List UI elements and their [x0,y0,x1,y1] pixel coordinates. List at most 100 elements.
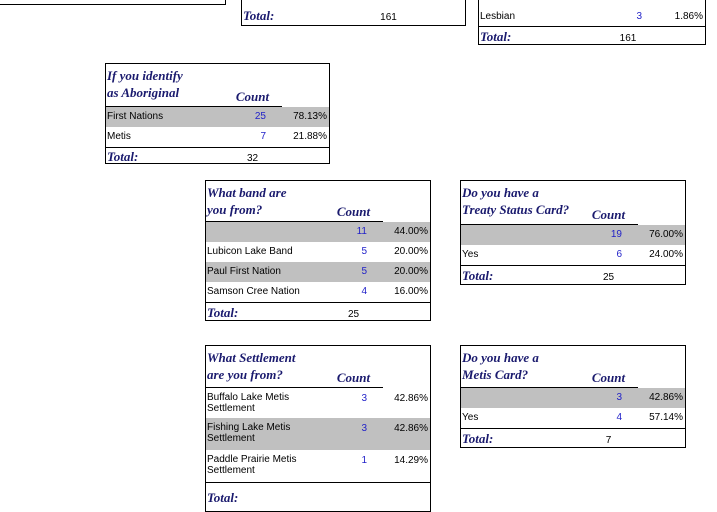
table-box: What band are you from? Count 11 44.00% Lubic… [205,180,431,321]
table-row: First Nations 25 78.13% [106,107,329,127]
row-percent: 24.00% [649,249,683,260]
table-box [0,0,226,5]
table-title: What Settlement are you from? [207,349,295,383]
row-label: Fishing Lake Metis Settlement [207,422,291,444]
table-row: Samson Cree Nation 4 16.00% [206,282,430,303]
table-row: Yes 4 57.14% [461,408,685,429]
header-underline [106,106,282,107]
total-count: 161 [619,33,637,44]
row-percent: 42.86% [394,423,428,434]
total-row: Total: 7 [461,429,685,447]
title-line: as Aboriginal [107,85,180,100]
table-row: 19 76.00% [461,225,685,245]
row-percent: 42.86% [649,392,683,403]
table-box: Do you have a Metis Card? Count 3 42.86% Yes 4… [460,345,686,448]
total-label: Total: [243,8,275,23]
table-row: Buffalo Lake Metis Settlement 3 42.86% [206,388,430,418]
table-row: Metis 7 21.88% [106,127,329,148]
row-count: 6 [616,249,622,260]
table-row: Paul First Nation 5 20.00% [206,262,430,282]
table-title: Do you have a Metis Card? [462,349,539,383]
row-percent: 21.88% [293,131,327,142]
total-row: Total: 25 [206,303,430,320]
table-header [479,0,705,8]
count-header: Count [336,370,371,385]
header-underline [461,224,638,225]
row-percent: 1.86% [674,11,703,22]
count-header: Count [591,207,626,222]
row-label: Paddle Prairie Metis Settlement [207,454,297,476]
table-row: 3 42.86% [461,388,685,408]
table-header: What Settlement are you from? Count [206,346,430,388]
table-header: If you identify as Aboriginal Count [106,64,329,107]
table-header: What band are you from? Count [206,181,430,222]
total-label: Total: [480,29,512,44]
total-row: Total: [206,483,430,511]
total-count: 7 [605,435,612,446]
table-row: Lubicon Lake Band 5 20.00% [206,242,430,262]
row-label: Paul First Nation [207,266,281,277]
table-box: Total: 161 [241,0,466,26]
row-count: 5 [361,266,367,277]
row-percent: 14.29% [394,455,428,466]
row-percent: 20.00% [394,266,428,277]
row-label: Lesbian [480,11,516,22]
row-percent: 16.00% [394,286,428,297]
row-count: 11 [356,226,367,237]
title-line: Do you have a [462,185,539,200]
row-count: 4 [361,286,367,297]
table-box: What Settlement are you from? Count Buffalo… [205,345,431,512]
header-underline [206,221,383,222]
table-box: Lesbian 3 1.86% Total: 161 [478,0,706,45]
title-line: Metis Card? [462,367,529,382]
total-row: Total: 25 [461,266,685,284]
table-title: Do you have a Treaty Status Card? [462,184,569,218]
total-row: Total: 161 [479,27,705,44]
row-label: First Nations [107,111,164,122]
row-label: Metis [107,131,131,142]
row-count: 3 [636,11,642,22]
title-line: If you identify [107,68,183,83]
table-row: 11 44.00% [206,222,430,242]
table-row: Fishing Lake Metis Settlement 3 42.86% [206,418,430,450]
row-label: Samson Cree Nation [207,286,300,297]
row-label: Yes [462,412,479,423]
row-count: 1 [361,455,367,466]
total-label: Total: [207,305,239,320]
table-row: Yes 6 24.00% [461,245,685,266]
total-count: 32 [246,153,259,164]
row-percent: 76.00% [649,229,683,240]
total-label: Total: [462,268,494,283]
total-label: Total: [207,490,239,505]
title-line: What band are [207,185,287,200]
table-title: If you identify as Aboriginal [107,67,183,101]
total-label: Total: [107,149,139,164]
title-line: you from? [207,202,263,217]
total-count: 161 [380,12,397,23]
row-percent: 20.00% [394,246,428,257]
total-row: Total: 161 [242,5,465,25]
row-count: 7 [260,131,266,142]
row-count: 4 [616,412,622,423]
title-line: Do you have a [462,350,539,365]
title-line: are you from? [207,367,283,382]
table-row: Lesbian 3 1.86% [479,8,705,27]
row-percent: 57.14% [649,412,683,423]
table-box: Do you have a Treaty Status Card? Count 19 7… [460,180,686,285]
table-box: If you identify as Aboriginal Count First N… [105,63,330,164]
header-underline [461,387,638,388]
total-count: 25 [347,309,360,320]
count-header: Count [591,370,626,385]
table-header: Do you have a Metis Card? Count [461,346,685,388]
table-title: What band are you from? [207,184,286,218]
row-count: 3 [361,423,367,434]
count-header: Count [235,89,270,104]
row-label: Yes [462,249,479,260]
row-count: 19 [610,229,622,240]
table-row: Paddle Prairie Metis Settlement 1 14.29% [206,450,430,483]
row-count: 5 [361,246,367,257]
header-underline [206,387,383,388]
row-percent: 42.86% [394,393,428,404]
row-count: 3 [361,393,367,404]
